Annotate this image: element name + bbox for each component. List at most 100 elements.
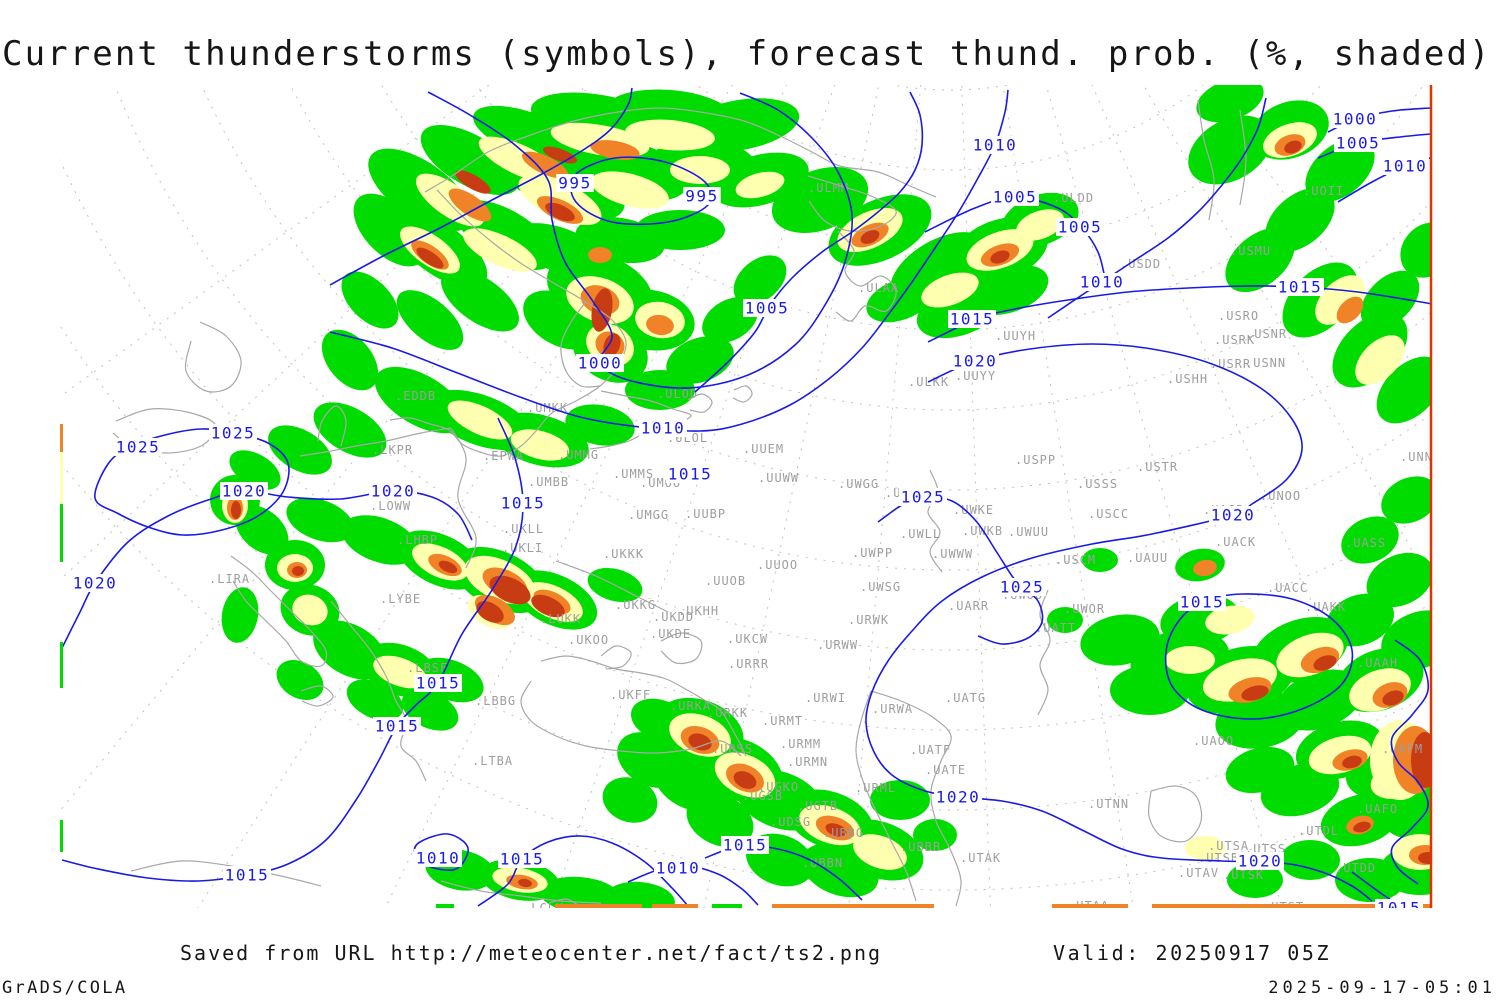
station-label-UTDL: .UTDL bbox=[1298, 824, 1339, 838]
station-label-UARR: .UARR bbox=[948, 599, 989, 613]
prob-blob-green bbox=[268, 425, 332, 475]
station-label-USTR: .USTR bbox=[1137, 460, 1178, 474]
prob-blob-orange bbox=[1336, 296, 1364, 324]
station-label-LBSF: .LBSF bbox=[407, 661, 448, 675]
isobar-label-box bbox=[223, 866, 271, 884]
station-label-LBBG: .LBBG bbox=[475, 694, 516, 708]
prob-blob-red bbox=[825, 823, 847, 837]
grads-credit-text: GrADS/COLA bbox=[2, 978, 128, 998]
station-label-URMT: .URMT bbox=[762, 714, 803, 728]
station-label-USCM: .USCM bbox=[1055, 553, 1096, 567]
prob-blob-red bbox=[990, 250, 1010, 264]
station-label-LKPR: .LKPR bbox=[372, 443, 413, 457]
station-label-UKKG: .UKKG bbox=[615, 598, 656, 612]
station-label-UTSK: .UTSK bbox=[1223, 868, 1264, 882]
creation-timestamp-text: 2025-09-17-05:01 bbox=[1268, 978, 1496, 998]
station-label-UNBB: .UNBB bbox=[1428, 478, 1469, 492]
isobar-label-1000: 1000 bbox=[578, 354, 623, 373]
station-label-UWUU: .UWUU bbox=[1008, 525, 1049, 539]
isobar-label-1000: 1000 bbox=[1333, 110, 1378, 129]
station-label-USDD: .USDD bbox=[1120, 257, 1161, 271]
station-label-UWWW: .UWWW bbox=[932, 547, 973, 561]
prob-blob-green bbox=[733, 255, 787, 305]
prob-blob-green bbox=[1227, 862, 1283, 898]
coastline bbox=[299, 427, 452, 457]
isobar-label-box bbox=[998, 578, 1046, 596]
isobar-label-995: 995 bbox=[558, 174, 591, 193]
isobar-label-1025: 1025 bbox=[116, 438, 161, 457]
prob-blob-green bbox=[686, 792, 754, 848]
isobar-label-1015: 1015 bbox=[375, 717, 420, 736]
station-label-UUBP: .UUBP bbox=[685, 507, 726, 521]
isobar-label-1010: 1010 bbox=[1080, 273, 1125, 292]
station-label-ULMM: .ULMM bbox=[808, 181, 849, 195]
prob-blob-red bbox=[531, 594, 565, 618]
prob-blob-red bbox=[489, 575, 531, 605]
prob-blob-green bbox=[1376, 356, 1432, 424]
isobar-label-995: 995 bbox=[685, 187, 718, 206]
isobar-label-box bbox=[1331, 110, 1379, 128]
prob-blob-red bbox=[416, 247, 444, 269]
prob-blob-green bbox=[1381, 476, 1432, 524]
prob-blob-red bbox=[438, 560, 458, 574]
station-label-LOWW: .LOWW bbox=[370, 499, 411, 513]
prob-blob-yellow bbox=[1165, 646, 1215, 674]
grid-parallel bbox=[889, 85, 1011, 91]
prob-blob-red bbox=[476, 601, 504, 623]
prob-blob-green bbox=[1082, 548, 1118, 572]
isobar-label-1020: 1020 bbox=[371, 482, 416, 501]
coastline bbox=[732, 385, 753, 403]
station-label-UKDE: .UKDE bbox=[650, 627, 691, 641]
station-label-LIRA: .LIRA bbox=[209, 572, 250, 586]
station-label-UAFM: .UAFM bbox=[1382, 742, 1423, 756]
isobar-label-box bbox=[1178, 593, 1226, 611]
isobar-label-1010: 1010 bbox=[656, 859, 701, 878]
prob-blob-green bbox=[1400, 222, 1432, 278]
station-label-UWOR: .UWOR bbox=[1064, 602, 1105, 616]
isobar-label-1015: 1015 bbox=[1180, 593, 1225, 612]
prob-blob-red bbox=[455, 170, 491, 194]
prob-blob-red bbox=[1382, 690, 1404, 706]
station-label-UTSA: .UTSA bbox=[1208, 839, 1249, 853]
isobar-label-1015: 1015 bbox=[723, 836, 768, 855]
station-label-USSS: .USSS bbox=[1077, 477, 1118, 491]
station-label-UTDD: .UTDD bbox=[1335, 861, 1376, 875]
station-label-URRR: .URRR bbox=[728, 657, 769, 671]
isobar-label-box bbox=[1209, 506, 1257, 524]
prob-blob-yellow bbox=[921, 272, 979, 308]
isobar-1015 bbox=[1390, 639, 1430, 885]
coastline bbox=[520, 680, 742, 757]
station-label-UGKO: .UGKO bbox=[758, 780, 799, 794]
isobar-label-1010: 1010 bbox=[973, 136, 1018, 155]
station-label-UATG: .UATG bbox=[945, 691, 986, 705]
isobar-label-1020: 1020 bbox=[1238, 852, 1283, 871]
station-label-UBBN: .UBBN bbox=[802, 856, 843, 870]
prob-blob-red bbox=[688, 733, 712, 751]
station-label-LTBA: .LTBA bbox=[472, 754, 513, 768]
isobar-label-1020: 1020 bbox=[936, 788, 981, 807]
station-label-USCC: .USCC bbox=[1088, 507, 1129, 521]
coastline bbox=[184, 321, 242, 393]
station-label-UNNT: .UNNT bbox=[1400, 450, 1441, 464]
station-label-UKFF: .UKFF bbox=[610, 688, 651, 702]
station-label-UMKK: .UMKK bbox=[527, 401, 568, 415]
coastline bbox=[389, 189, 627, 457]
station-label-UWPP: .UWPP bbox=[852, 546, 893, 560]
prob-blob-green bbox=[1047, 607, 1083, 633]
prob-blob-yellow bbox=[292, 594, 328, 626]
prob-blob-orange bbox=[646, 314, 674, 336]
prob-blob-red bbox=[518, 878, 532, 888]
station-label-LCLK: .LCLK bbox=[523, 901, 564, 915]
prob-blob-yellow bbox=[591, 171, 669, 209]
station-label-UKKK: .UKKK bbox=[603, 547, 644, 561]
valid-time-text: Valid: 20250917 05Z bbox=[1053, 941, 1332, 965]
prob-blob-red bbox=[1353, 821, 1371, 833]
coastline bbox=[555, 560, 669, 613]
isobar-label-1020: 1020 bbox=[222, 482, 267, 501]
station-label-UTNN: .UTNN bbox=[1088, 797, 1129, 811]
isobar-label-box bbox=[498, 850, 546, 868]
coastline bbox=[450, 427, 477, 569]
prob-blob-green bbox=[1341, 516, 1399, 564]
grid-parallel bbox=[201, 85, 1432, 571]
